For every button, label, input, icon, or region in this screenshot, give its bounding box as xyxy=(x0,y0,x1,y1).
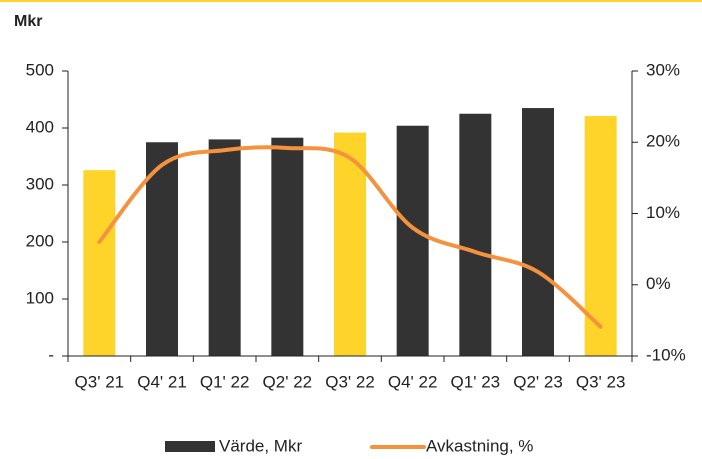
y-tick-label: - xyxy=(48,345,54,364)
y2-tick-label: -10% xyxy=(646,345,686,364)
legend-label: Värde, Mkr xyxy=(219,436,302,455)
bar xyxy=(584,116,617,356)
bar xyxy=(146,142,178,356)
legend-swatch xyxy=(165,441,215,452)
legend-label: Avkastning, % xyxy=(426,436,533,455)
x-tick-label: Q4' 21 xyxy=(137,372,187,391)
y2-tick-label: 30% xyxy=(646,60,680,79)
y-tick-label: 100 xyxy=(26,288,54,307)
chart-title: Mkr xyxy=(14,13,42,30)
line xyxy=(97,145,603,329)
y-tick-label: 500 xyxy=(26,60,54,79)
y-tick-label: 400 xyxy=(26,117,54,136)
bar xyxy=(396,125,429,356)
x-tick-label: Q2' 22 xyxy=(263,372,313,391)
bar xyxy=(459,113,492,356)
y-tick-label: 300 xyxy=(26,174,54,193)
y2-tick-label: 0% xyxy=(646,274,671,293)
x-tick-label: Q1' 22 xyxy=(200,372,250,391)
x-tick-label: Q4' 22 xyxy=(388,372,438,391)
bar xyxy=(522,108,554,356)
x-tick-label: Q3' 22 xyxy=(325,372,375,391)
x-tick-label: Q3' 23 xyxy=(576,372,626,391)
y2-tick-label: 20% xyxy=(646,132,680,151)
bar xyxy=(271,137,304,356)
bar xyxy=(334,132,366,356)
y-tick-label: 200 xyxy=(26,231,54,250)
bar xyxy=(208,139,241,356)
bar xyxy=(83,170,116,356)
x-tick-label: Q3' 21 xyxy=(75,372,125,391)
x-tick-label: Q2' 23 xyxy=(513,372,563,391)
y2-tick-label: 10% xyxy=(646,203,680,222)
x-tick-label: Q1' 23 xyxy=(451,372,501,391)
